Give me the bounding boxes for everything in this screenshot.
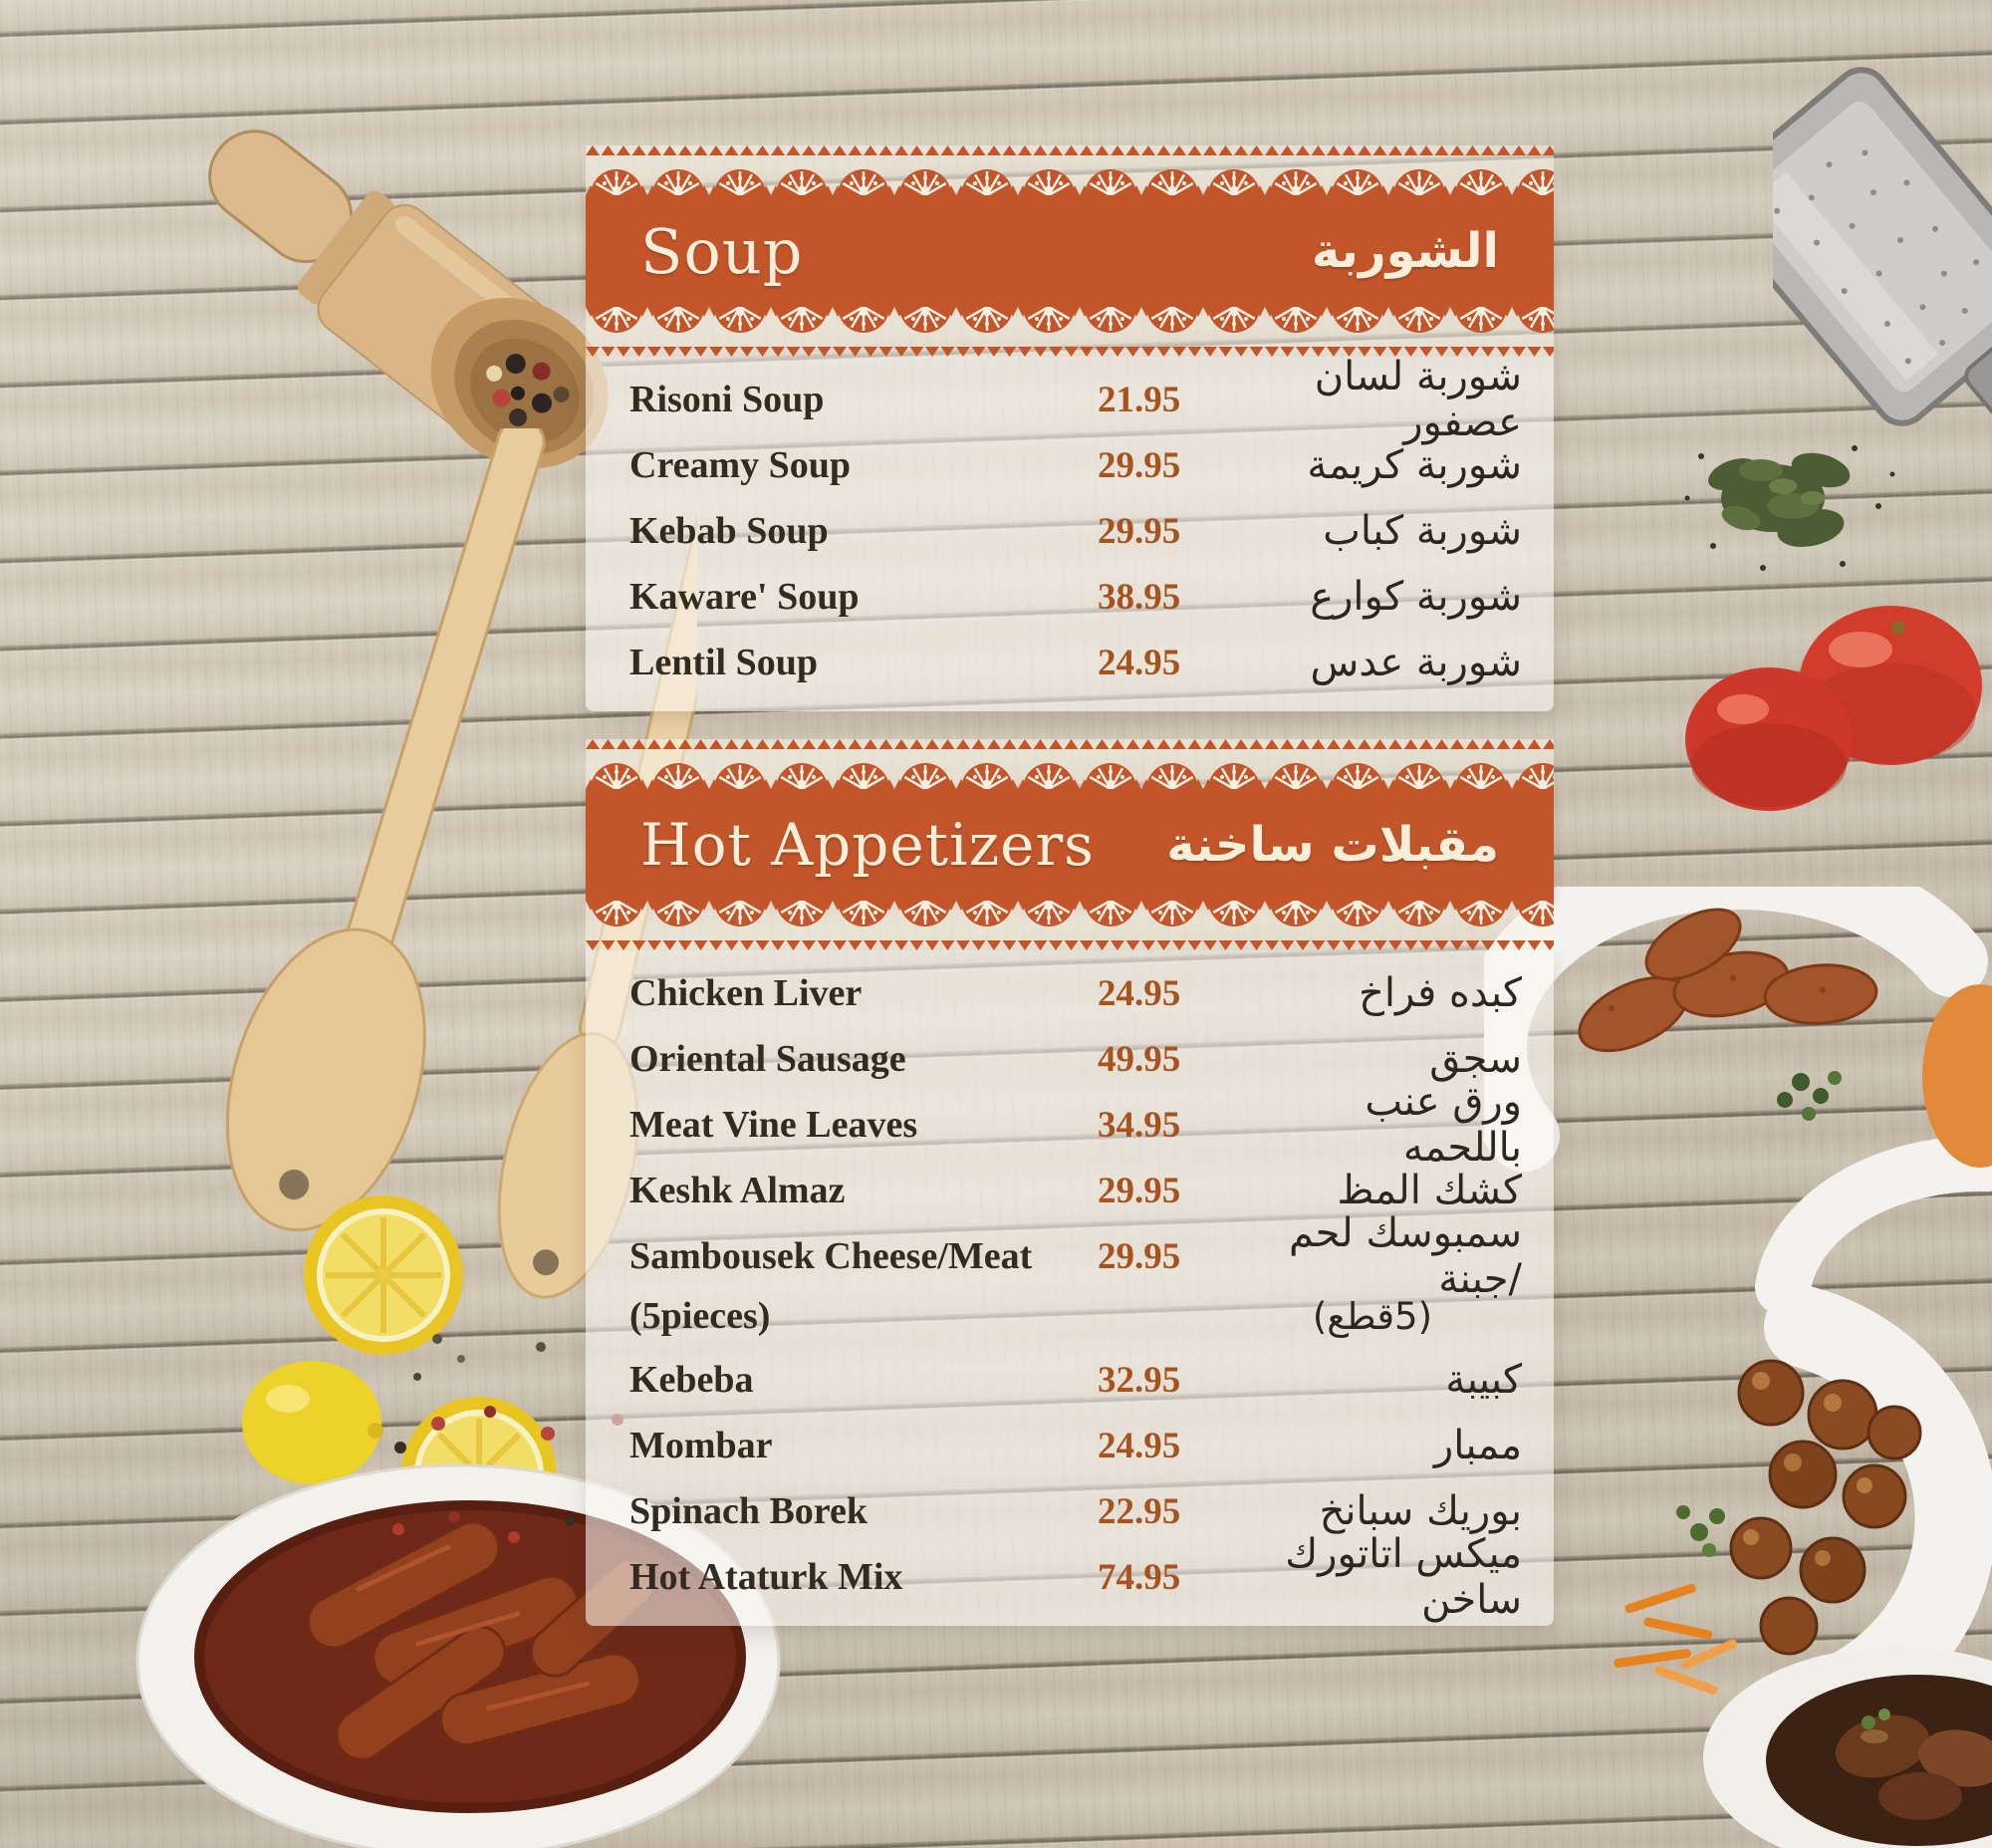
menu-item-row: Oriental Sausage 49.95 سجق — [629, 1026, 1522, 1092]
item-name-en: Kaware' Soup — [629, 576, 860, 618]
item-name-ar: شوربة كباب — [1323, 508, 1522, 554]
item-price: 29.95 — [1098, 510, 1181, 552]
item-name-ar: شوربة كريمة — [1307, 442, 1522, 488]
herbs-photo — [1643, 379, 1942, 618]
item-name-en: Meat Vine Leaves — [629, 1104, 918, 1146]
item-price: 32.95 — [1098, 1359, 1181, 1401]
section-header-soup: Soup الشوربة — [586, 195, 1554, 307]
menu-item-row: Sambousek Cheese/Meat 29.95 سمبوسك لحم /… — [629, 1210, 1522, 1302]
item-price: 74.95 — [1098, 1556, 1181, 1598]
section-title-ar: الشوربة — [1311, 223, 1499, 279]
item-note-ar: (5قطع) — [1312, 1294, 1432, 1338]
menu-item-row: Risoni Soup 21.95 شوربة لسان عصفور — [629, 354, 1522, 445]
item-name-ar: شوربة لسان عصفور — [1314, 354, 1522, 445]
item-price: 38.95 — [1098, 576, 1181, 618]
item-price: 21.95 — [1098, 379, 1181, 420]
item-name-ar: بوريك سبانخ — [1319, 1488, 1522, 1534]
item-name-ar: سمبوسك لحم /جبنة — [1289, 1210, 1522, 1302]
item-name-en: Kebeba — [629, 1359, 754, 1401]
lace-border-bottom — [586, 901, 1554, 950]
item-name-ar: كبده فراخ — [1359, 970, 1522, 1016]
item-name-en: Mombar — [629, 1425, 773, 1466]
item-note-en: (5pieces) — [629, 1295, 771, 1337]
item-name-en: Creamy Soup — [629, 444, 852, 486]
section-title-ar: مقبلات ساخنة — [1166, 817, 1499, 873]
item-price: 29.95 — [1098, 444, 1181, 486]
menu-item-row: Meat Vine Leaves 34.95 ورق عنب باللحمه — [629, 1079, 1522, 1171]
item-name-en: Lentil Soup — [629, 642, 819, 683]
item-name-ar: سجق — [1429, 1036, 1522, 1082]
item-name-ar: ورق عنب باللحمه — [1365, 1079, 1522, 1171]
item-price: 29.95 — [1098, 1170, 1181, 1211]
item-price: 29.95 — [1098, 1235, 1181, 1277]
item-name-ar: ممبار — [1433, 1423, 1522, 1468]
menu-item-row: Creamy Soup 29.95 شوربة كريمة — [629, 432, 1522, 498]
section-soup: Soup الشوربة Risoni Soup 21.95 شوربة لسا… — [586, 145, 1554, 711]
item-name-ar: كبيبة — [1445, 1357, 1522, 1403]
menu-item-row: Hot Ataturk Mix 74.95 ميكس اتاتورك ساخن — [629, 1531, 1522, 1623]
item-price: 34.95 — [1098, 1104, 1181, 1146]
menu-item-row: Kebab Soup 29.95 شوربة كباب — [629, 498, 1522, 564]
tomatoes-photo — [1673, 588, 1992, 822]
item-price: 24.95 — [1098, 1425, 1181, 1466]
menu-item-row: Lentil Soup 24.95 شوربة عدس — [629, 630, 1522, 695]
menu-item-row: Kebeba 32.95 كبيبة — [629, 1347, 1522, 1413]
section-title-en: Hot Appetizers — [640, 811, 1095, 879]
item-name-ar: ميكس اتاتورك ساخن — [1285, 1531, 1522, 1623]
item-price: 49.95 — [1098, 1038, 1181, 1080]
wooden-scoop-photo — [149, 85, 667, 513]
hot-appetizers-items-panel: Chicken Liver 24.95 كبده فراخ Oriental S… — [586, 950, 1554, 1626]
menu-item-row: Spinach Borek 22.95 بوريك سبانخ — [629, 1478, 1522, 1544]
lace-border-top — [586, 145, 1554, 195]
item-price: 24.95 — [1098, 642, 1181, 683]
item-name-en: Hot Ataturk Mix — [629, 1556, 903, 1598]
section-header-hot-appetizers: Hot Appetizers مقبلات ساخنة — [586, 789, 1554, 901]
item-name-ar: شوربة عدس — [1310, 640, 1522, 685]
menu-item-row: Mombar 24.95 ممبار — [629, 1413, 1522, 1478]
soup-items-panel: Risoni Soup 21.95 شوربة لسان عصفور Cream… — [586, 354, 1554, 711]
item-price: 22.95 — [1098, 1490, 1181, 1532]
grater-photo — [1707, 55, 1992, 463]
item-name-ar: شوربة كوارع — [1310, 574, 1522, 620]
lace-border-bottom — [586, 307, 1554, 357]
item-price: 24.95 — [1098, 972, 1181, 1014]
menu-item-row: Keshk Almaz 29.95 كشك المظ — [629, 1158, 1522, 1223]
item-name-en: Keshk Almaz — [629, 1170, 846, 1211]
item-name-en: Risoni Soup — [629, 379, 825, 420]
menu-item-row: Chicken Liver 24.95 كبده فراخ — [629, 960, 1522, 1026]
item-name-en: Spinach Borek — [629, 1490, 868, 1532]
item-name-en: Chicken Liver — [629, 972, 863, 1014]
section-hot-appetizers: Hot Appetizers مقبلات ساخنة Chicken Live… — [586, 739, 1554, 1626]
item-name-en: Sambousek Cheese/Meat — [629, 1235, 1033, 1277]
menu-item-row: Kaware' Soup 38.95 شوربة كوارع — [629, 564, 1522, 630]
braised-meat-dish-photo — [1683, 1639, 1992, 1848]
menu-item-note-row: (5pieces) (5قطع) — [629, 1285, 1522, 1347]
item-name-en: Kebab Soup — [629, 510, 829, 552]
section-title-en: Soup — [640, 214, 804, 288]
item-name-ar: كشك المظ — [1337, 1168, 1522, 1213]
lace-border-top — [586, 739, 1554, 789]
item-name-en: Oriental Sausage — [629, 1038, 906, 1080]
meatballs-plate-photo — [1504, 1265, 1992, 1752]
kibbeh-plate-photo — [1455, 837, 1992, 1315]
